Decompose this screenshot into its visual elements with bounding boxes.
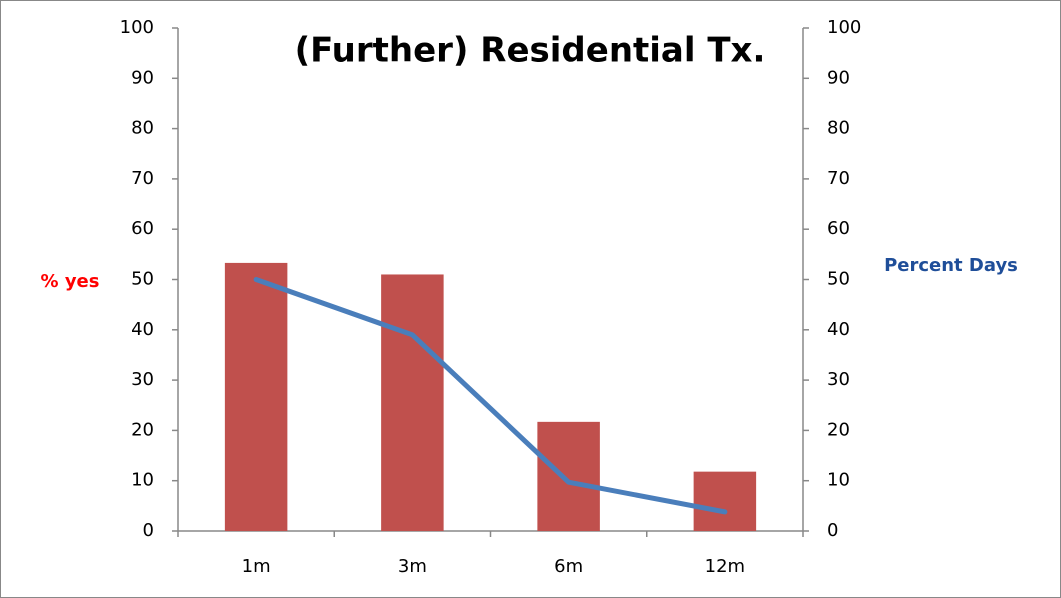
y2-axis-label: Percent Days [884,255,1018,276]
y2-tick-label: 60 [827,218,850,239]
y2-tick-label: 10 [827,470,850,491]
y-tick-label: 20 [131,419,154,440]
bar [693,471,757,531]
y-tick-label: 80 [131,118,154,139]
x-tick-label: 1m [242,556,271,577]
y2-tick-label: 30 [827,369,850,390]
y2-tick-label: 100 [827,17,861,38]
y2-tick-label: 40 [827,319,850,340]
y-tick-label: 60 [131,218,154,239]
y-tick-label: 40 [131,319,154,340]
bar [381,274,444,531]
y-tick-label: 0 [143,520,154,541]
y-tick-label: 70 [131,168,154,189]
y2-tick-label: 70 [827,168,850,189]
y2-tick-label: 0 [827,520,838,541]
bar [537,421,600,531]
x-tick-label: 12m [705,556,745,577]
x-tick-label: 3m [398,556,427,577]
y2-tick-label: 90 [827,67,850,88]
y-tick-label: 30 [131,369,154,390]
line [253,277,728,515]
y2-tick-label: 20 [827,419,850,440]
y2-tick-label: 50 [827,269,850,290]
y2-tick-label: 80 [827,118,850,139]
chart-title: (Further) Residential Tx. [295,31,766,71]
y-axis-label: % yes [41,271,100,292]
x-tick-label: 6m [554,556,583,577]
y-tick-label: 50 [131,269,154,290]
y-tick-label: 90 [131,67,154,88]
y-tick-label: 100 [120,17,154,38]
y-tick-label: 10 [131,470,154,491]
bar [224,262,288,531]
